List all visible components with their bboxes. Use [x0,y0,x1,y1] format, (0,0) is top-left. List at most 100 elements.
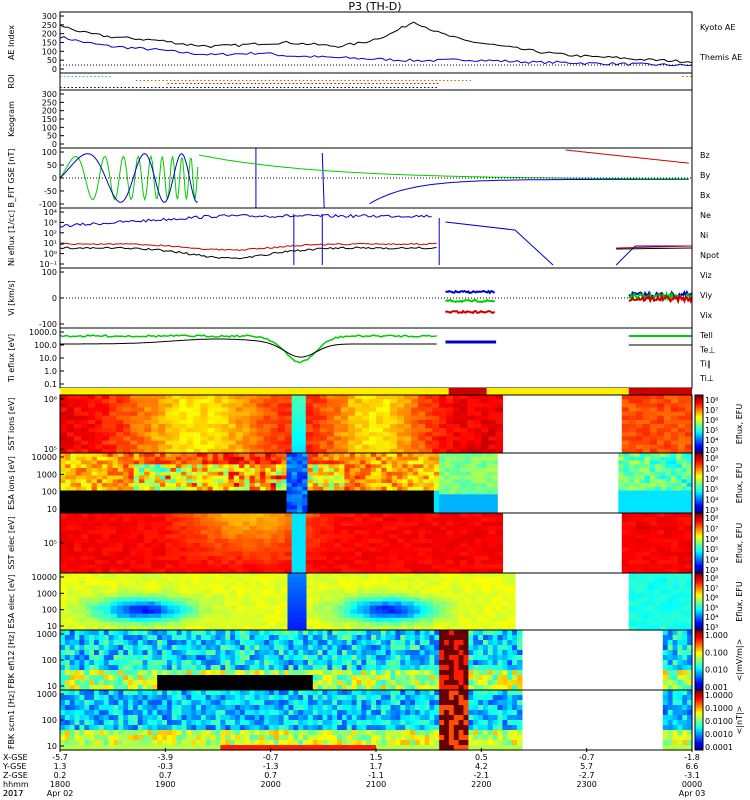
esa_i-cell [623,505,630,510]
sst_e-cell [74,555,82,561]
esa_e-cell [129,613,137,619]
esa_i-cell [233,464,240,469]
sst_e-cell [256,525,265,531]
sst_i-cell [467,424,475,429]
esa_e-cell [312,605,320,611]
esa_e-cell [293,573,301,578]
roi-dot [382,80,384,81]
sst_i-cell [383,440,391,446]
esa_e-cell [110,609,118,615]
sst_e-cell [621,517,630,523]
sst_i-cell [495,407,503,413]
roi-dot [254,83,257,84]
sst_i-cell [369,424,377,429]
sst_e-cell [369,568,377,574]
esa_i-cell [154,471,161,477]
sst_i-cell [642,403,651,408]
esa_i-cell [665,453,672,458]
sst_e-cell [298,547,307,553]
sst_i-cell [270,399,279,404]
esa_i-cell [323,483,330,488]
sst_i-cell [263,424,272,429]
sst_i-cell [656,436,665,442]
sst_e-cell [678,521,686,527]
esa_i-cell [402,501,409,507]
esa_i-cell [628,490,635,495]
sst_e-cell [312,534,321,540]
sst_i-cell [326,436,335,442]
roi-ylabel: ROI [7,74,16,88]
sst_i-cell [235,411,244,417]
esa_e-cell [287,621,295,627]
sst_i-cell [446,419,454,425]
sst_i-cell [621,395,630,400]
esa_i-cell [228,483,235,488]
esa_i-cell [302,490,309,495]
esa_i-cell [370,501,377,507]
esa_e-cell [110,597,118,603]
sst_i-cell [165,432,173,437]
esa_e-cell [60,617,67,623]
esa_i-cell [239,460,245,465]
esa_i-cell [307,486,314,492]
esa_i-cell [365,471,372,477]
sst_e-cell [298,555,307,561]
esa_i-cell [486,475,493,480]
sst_e-cell [214,525,223,531]
esa_e-cell [338,593,345,599]
sst_i-cell [172,448,180,454]
esa_e-cell [306,609,314,615]
ni-ylabel: Ni eflux [1/cc] [7,210,16,266]
sst_e-cell [235,534,244,540]
esa_i-colorbar-cell [695,454,703,457]
roi-dot [205,83,207,84]
esa_i-cell [639,486,646,492]
sst_e-cell [305,568,314,574]
sst_i-cell [319,432,328,437]
ni-legend-Npot: Npot [700,251,719,260]
sst_i-cell [376,436,384,442]
esa_i-cell [133,456,140,462]
sst_e-cell [439,547,447,553]
esa_i-cell [407,505,414,510]
esa_i-cell [117,453,124,458]
esa_i-cell [149,490,156,495]
sst_i-cell [432,432,440,437]
esa_e-cell [243,577,251,582]
vi-segment-2 [445,309,496,315]
esa_i-cell [344,490,351,495]
esa_i-cell [139,486,145,492]
esa_e-cell [142,577,150,582]
esa_i-cell [160,479,166,484]
esa_e-cell [230,613,238,619]
esa_e-cell [180,625,187,631]
sst_i-cell [172,411,180,417]
sst_e-cell [481,521,489,527]
esa_i-cell [244,464,251,469]
esa_e-cell [186,601,194,607]
esa_i-cell [117,498,124,503]
sst_i-cell [369,436,377,442]
esa_e-cell [369,573,377,578]
esa_i-cell [491,505,498,510]
esa_i-cell [117,486,124,492]
esa_e-cell [218,605,225,611]
sst_e-cell [326,547,335,553]
sst_i-cell [137,432,145,437]
esa_i-cell [465,509,472,514]
esa_e-cell [325,589,333,594]
esa_e-cell [331,585,339,590]
sst_e-cell [291,560,300,565]
ni-series-ni [59,246,437,260]
esa_e-cell [72,581,80,586]
esa_i-cell [655,494,661,499]
esa_i-cell [170,483,177,488]
sst_e-cell [214,534,223,540]
esa_i-cell [623,483,630,488]
sst_i-cell [621,428,630,433]
esa_e-cell [281,605,289,611]
sst_i-cell [326,448,335,454]
esa_i-cell [218,453,224,458]
sst_e-cell [376,564,384,570]
esa_e-cell [331,601,339,607]
